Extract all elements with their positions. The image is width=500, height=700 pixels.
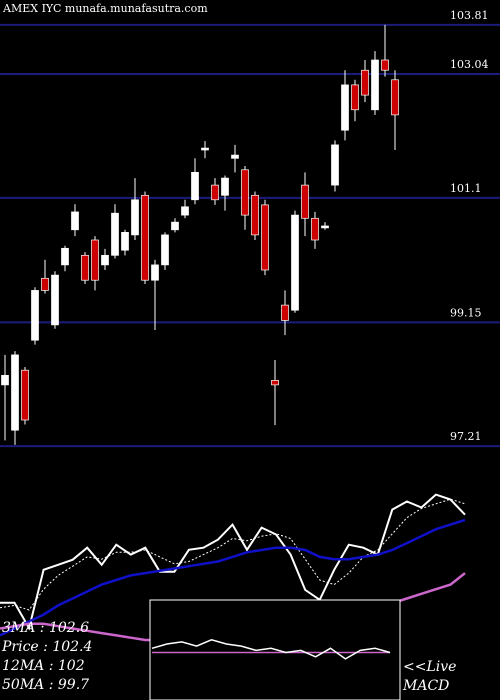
candle-body	[161, 234, 169, 266]
macd-line	[151, 639, 391, 660]
candle-body	[391, 79, 399, 116]
ma-line	[0, 493, 466, 631]
candle-body	[251, 194, 259, 236]
candle-body	[361, 69, 369, 96]
candle-body	[331, 144, 339, 186]
legend-entry: 12MA : 102	[2, 658, 85, 674]
candle-body	[351, 84, 359, 111]
candle-body	[261, 204, 269, 271]
candle-body	[51, 274, 59, 326]
candle-body	[221, 177, 229, 196]
candle-body	[71, 211, 79, 231]
candle-body	[281, 304, 289, 321]
candle-body	[291, 214, 299, 311]
candle-body	[211, 184, 219, 201]
candle-body	[141, 194, 149, 281]
candle-body	[341, 84, 349, 131]
y-tick-label: 97.21	[450, 430, 482, 443]
y-tick-label: 101.1	[450, 182, 482, 195]
y-tick-label: 103.04	[450, 58, 489, 71]
candle-body	[371, 59, 379, 111]
grid-layer	[0, 23, 500, 448]
candle-body	[131, 199, 139, 236]
macd-layer	[151, 639, 391, 660]
candle-body	[41, 277, 49, 291]
y-tick-label: 99.15	[450, 306, 482, 319]
candle-body	[11, 354, 19, 431]
candle-layer	[1, 24, 399, 445]
candle-body	[241, 169, 249, 216]
y-tick-label: 103.81	[450, 9, 489, 22]
legend-entry: 3MA : 102.6	[2, 620, 89, 636]
candle-body	[61, 247, 69, 266]
candle-body	[381, 59, 389, 71]
candle-body	[311, 217, 319, 241]
candle-body	[111, 212, 119, 256]
candle-body	[181, 206, 189, 216]
candle-body	[271, 380, 279, 386]
candle-body	[151, 264, 159, 281]
candle-body	[191, 171, 199, 201]
candle-body	[21, 369, 29, 421]
macd-label: <<Live	[403, 659, 456, 675]
candle-body	[301, 184, 309, 219]
macd-label: MACD	[402, 678, 449, 694]
candle-body	[101, 254, 109, 266]
candle-body	[171, 221, 179, 231]
legend-entry: 50MA : 99.7	[2, 677, 89, 693]
candle-body	[1, 374, 9, 386]
legend-entry: Price : 102.4	[1, 639, 92, 655]
candle-body	[31, 290, 39, 341]
candle-body	[91, 239, 99, 281]
candle-body	[121, 231, 129, 251]
candle-body	[321, 225, 329, 229]
ma-line	[0, 518, 466, 637]
candle-body	[201, 147, 209, 151]
candle-body	[231, 154, 239, 159]
candle-body	[81, 254, 89, 281]
chart-title: AMEX IYC munafa.munafasutra.com	[2, 2, 208, 15]
